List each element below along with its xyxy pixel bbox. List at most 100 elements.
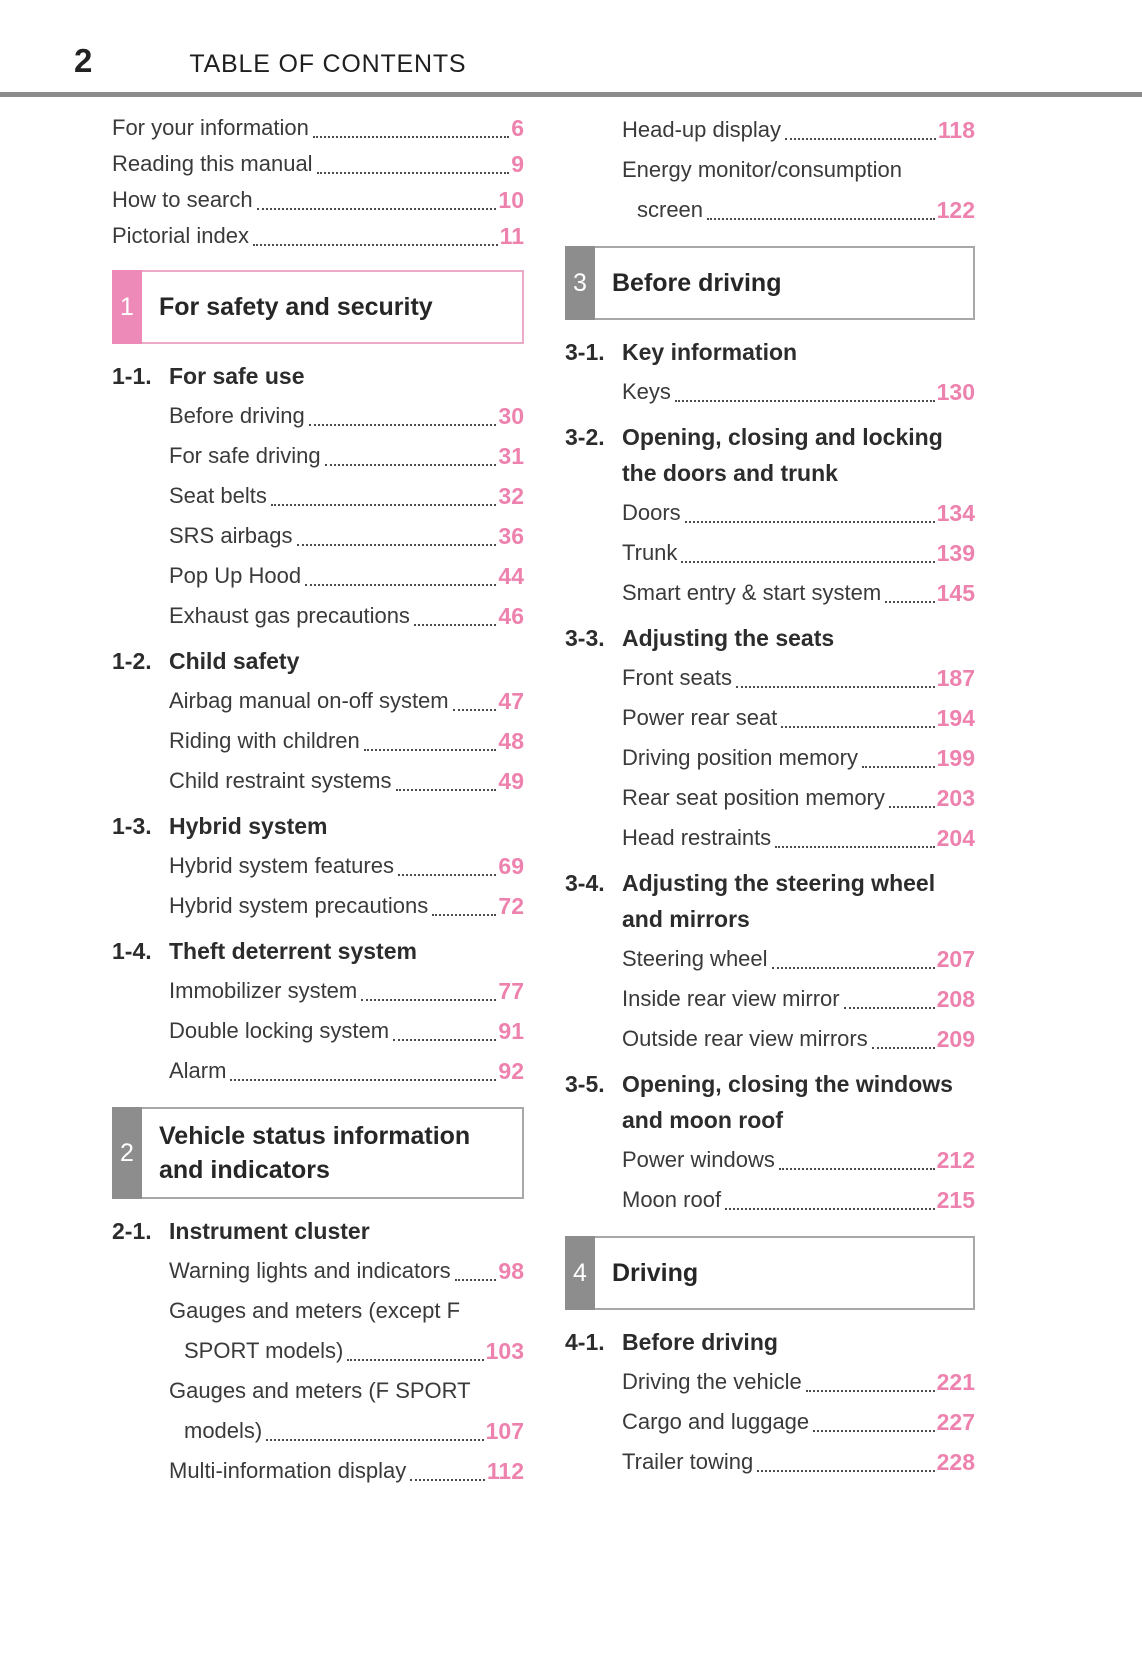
toc-entry-page: 98	[498, 1258, 524, 1284]
dot-leader	[324, 464, 497, 466]
toc-entry-page: 212	[936, 1147, 975, 1173]
toc-entry: Steering wheel 207	[622, 939, 975, 979]
dot-leader	[888, 806, 935, 808]
dot-leader	[681, 561, 935, 563]
toc-section: 3-3. Adjusting the seats Front seats 187…	[565, 620, 975, 858]
chapter-number: 1	[120, 292, 134, 321]
toc-entry: Gauges and meters (F SPORT models) 107	[169, 1371, 524, 1451]
toc-entry-page: 122	[936, 197, 975, 223]
toc-entry: For your information 6	[112, 110, 524, 146]
toc-entry-label: Moon roof	[622, 1187, 722, 1212]
toc-section: 1-3. Hybrid system Hybrid system feature…	[112, 808, 524, 926]
toc-entry-label: Multi-information display	[169, 1458, 407, 1483]
toc-entry-line2: SPORT models) 103	[169, 1331, 524, 1371]
dot-leader	[432, 914, 497, 916]
chapter-box: 4 Driving	[565, 1236, 975, 1310]
toc-entry-label: Exhaust gas precautions	[169, 603, 410, 628]
toc-entry-page: 207	[936, 946, 975, 972]
toc-entry-page: 32	[498, 483, 524, 509]
toc-entry-page: 134	[936, 500, 975, 526]
toc-entry-label-cont: models)	[184, 1418, 263, 1443]
toc-entry: Airbag manual on-off system 47	[169, 681, 524, 721]
toc-entry-label: Trailer towing	[622, 1449, 754, 1474]
toc-entry-label: Hybrid system features	[169, 853, 394, 878]
section-number: 1-1.	[112, 363, 152, 389]
section-number: 3-5.	[565, 1071, 605, 1097]
toc-entry: Cargo and luggage 227	[622, 1402, 975, 1442]
toc-entry-line1: Gauges and meters (except F	[169, 1291, 524, 1331]
toc-entry: Warning lights and indicators 98	[169, 1251, 524, 1291]
toc-entry-label: Doors	[622, 500, 681, 525]
toc-entry-label: For safe driving	[169, 443, 321, 468]
dot-leader	[230, 1079, 497, 1081]
section-number: 3-3.	[565, 625, 605, 651]
chapter-title: Driving	[612, 1259, 699, 1287]
dot-leader	[454, 1279, 497, 1281]
dot-leader	[413, 624, 497, 626]
section-number: 2-1.	[112, 1218, 152, 1244]
toc-entry: Reading this manual 9	[112, 146, 524, 182]
chapter-box-body: Before driving	[595, 246, 975, 320]
toc-section: 1-4. Theft deterrent system Immobilizer …	[112, 933, 524, 1091]
section-number: 1-2.	[112, 648, 152, 674]
toc-entry: Riding with children 48	[169, 721, 524, 761]
section-entries: Doors 134 Trunk 139 Smart entry & start …	[565, 493, 975, 613]
section-title: Key information	[622, 339, 798, 365]
toc-entry-page: 30	[498, 403, 524, 429]
toc-entry-page: 107	[485, 1418, 524, 1444]
toc-entry-label: Trunk	[622, 540, 678, 565]
dot-leader	[885, 601, 935, 603]
dot-leader	[707, 218, 935, 220]
toc-entry-page: 36	[498, 523, 524, 549]
toc-entry: SRS airbags 36	[169, 516, 524, 556]
toc-entry-label: Airbag manual on-off system	[169, 688, 449, 713]
section-heading: 3-2. Opening, closing and locking the do…	[565, 419, 975, 491]
toc-entry: Smart entry & start system 145	[622, 573, 975, 613]
toc-entry: Head restraints 204	[622, 818, 975, 858]
toc-entry-line2: models) 107	[169, 1411, 524, 1451]
toc-entry-page: 203	[936, 785, 975, 811]
toc-entry-label: Gauges and meters (except F	[169, 1298, 461, 1323]
header-rule	[0, 92, 1142, 97]
section-title: Hybrid system	[169, 813, 328, 839]
toc-entry: Pictorial index 11	[112, 218, 524, 254]
toc-entry-page: 48	[498, 728, 524, 754]
section-title: Before driving	[622, 1329, 778, 1355]
page-header: 2 TABLE OF CONTENTS	[0, 0, 1142, 81]
toc-section: 2-1. Instrument cluster Warning lights a…	[112, 1213, 524, 1491]
dot-leader	[266, 1439, 484, 1441]
section-number: 1-4.	[112, 938, 152, 964]
toc-section: 1-1. For safe use Before driving 30 For …	[112, 358, 524, 636]
toc-entry: Child restraint systems 49	[169, 761, 524, 801]
toc-entry-page: 11	[499, 223, 524, 249]
toc-columns: For your information 6 Reading this manu…	[0, 110, 1142, 1491]
section-heading: 4-1. Before driving	[565, 1324, 975, 1360]
toc-entry-page: 46	[498, 603, 524, 629]
chapter-number: 4	[573, 1258, 587, 1287]
section-entries: For your information 6 Reading this manu…	[112, 110, 524, 254]
toc-entry: Seat belts 32	[169, 476, 524, 516]
toc-entry: Inside rear view mirror 208	[622, 979, 975, 1019]
toc-entry-page: 72	[498, 893, 524, 919]
chapter-number-tab: 2	[112, 1107, 142, 1199]
toc-entry-label: Steering wheel	[622, 946, 768, 971]
toc-entry-page: 208	[936, 986, 975, 1012]
toc-entry-page: 49	[498, 768, 524, 794]
toc-entry-label: Double locking system	[169, 1018, 390, 1043]
toc-entry-page: 204	[936, 825, 975, 851]
dot-leader	[725, 1208, 935, 1210]
toc-entry: Doors 134	[622, 493, 975, 533]
dot-leader	[684, 521, 935, 523]
chapter-title: Before driving	[612, 269, 782, 297]
dot-leader	[316, 172, 510, 174]
dot-leader	[736, 686, 935, 688]
toc-entry: Front seats 187	[622, 658, 975, 698]
dot-leader	[775, 846, 935, 848]
toc-entry-page: 91	[498, 1018, 524, 1044]
toc-entry-page: 47	[498, 688, 524, 714]
toc-section: 3-4. Adjusting the steering wheel and mi…	[565, 865, 975, 1059]
section-title: Instrument cluster	[169, 1218, 370, 1244]
toc-entry-label: Alarm	[169, 1058, 227, 1083]
dot-leader	[397, 874, 497, 876]
